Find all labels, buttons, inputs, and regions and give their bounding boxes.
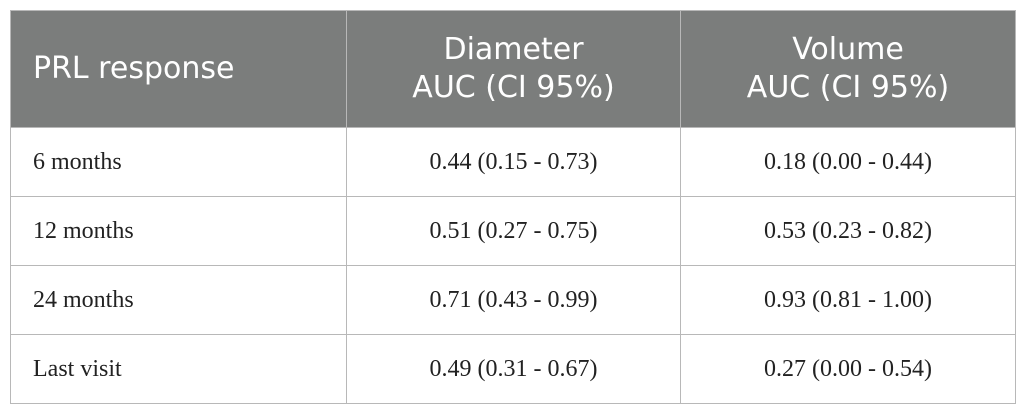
table-cell: 0.51 (0.27 - 0.75) [346,196,681,266]
table-cell: 0.53 (0.23 - 0.82) [680,196,1016,266]
header-cell: Diameter AUC (CI 95%) [346,10,681,128]
table-cell: Last visit [10,334,347,404]
table-cell: 0.93 (0.81 - 1.00) [680,265,1016,335]
table-cell: 0.71 (0.43 - 0.99) [346,265,681,335]
header-cell: PRL response [10,10,347,128]
header-cell: Volume AUC (CI 95%) [680,10,1016,128]
table-row: Last visit 0.49 (0.31 - 0.67) 0.27 (0.00 -… [10,334,1016,404]
table-cell: 0.49 (0.31 - 0.67) [346,334,681,404]
table-container: PRL response Diameter AUC (CI 95%) Volume AU… [10,10,1016,404]
table-body: 6 months 0.44 (0.15 - 0.73) 0.18 (0.00 - 0… [10,127,1016,404]
table-row: 6 months 0.44 (0.15 - 0.73) 0.18 (0.00 - 0… [10,127,1016,197]
table-cell: 24 months [10,265,347,335]
table-cell: 6 months [10,127,347,197]
table-cell: 12 months [10,196,347,266]
table-cell: 0.27 (0.00 - 0.54) [680,334,1016,404]
table-cell: 0.18 (0.00 - 0.44) [680,127,1016,197]
header-row: PRL response Diameter AUC (CI 95%) Volume AU… [10,10,1016,128]
header-text: Volume [792,32,904,67]
header-text: PRL response [33,51,235,86]
header-text: AUC (CI 95%) [746,70,950,105]
table-cell: 0.44 (0.15 - 0.73) [346,127,681,197]
table-row: 12 months 0.51 (0.27 - 0.75) 0.53 (0.23 - … [10,196,1016,266]
header-text: Diameter [443,32,584,67]
header-text: AUC (CI 95%) [412,70,615,105]
table-row: 24 months 0.71 (0.43 - 0.99) 0.93 (0.81 - … [10,265,1016,335]
table: PRL response Diameter AUC (CI 95%) Volume AU… [10,10,1016,404]
